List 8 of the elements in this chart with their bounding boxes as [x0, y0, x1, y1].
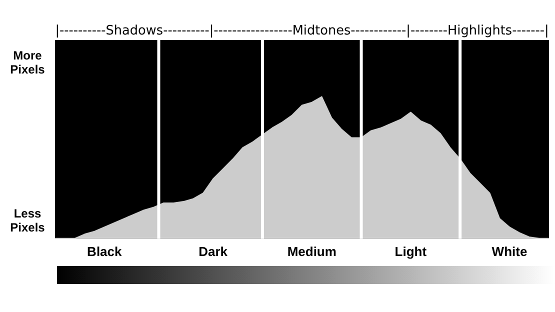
text: More Pixels: [10, 48, 46, 76]
x-tick-label: Dark: [198, 244, 228, 259]
text: |----------Shadows----------|-----------------Midtones------------|--------Highlights-------|: [55, 23, 549, 38]
x-tick-label: Medium: [287, 244, 336, 259]
x-tick-label: White: [492, 244, 528, 259]
x-tick-label: Black: [87, 244, 123, 259]
text: Less Pixels: [10, 206, 46, 235]
x-tick-label: Light: [394, 244, 428, 259]
